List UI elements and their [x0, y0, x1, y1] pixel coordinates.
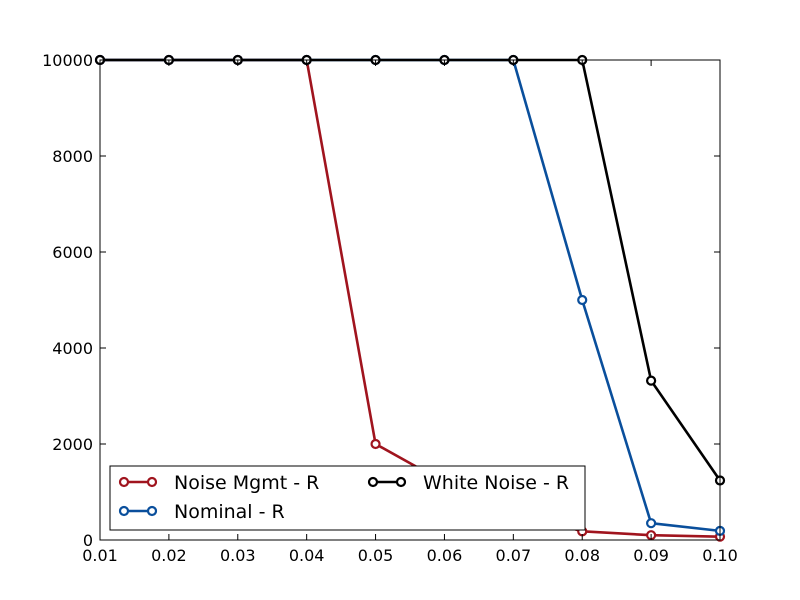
y-tick-label: 10000: [42, 51, 93, 70]
data-point: [370, 438, 381, 450]
data-point: [646, 375, 657, 386]
legend-entry: White Noise - R: [367, 472, 569, 494]
series-line: [100, 58, 721, 538]
legend-label: White Noise - R: [423, 472, 569, 494]
legend-marker: [395, 476, 407, 488]
legend: Noise Mgmt - R Nominal - R White Noise - R: [109, 465, 586, 531]
data-point: [577, 294, 588, 306]
legend-marker: [118, 476, 130, 488]
series-line: [100, 58, 721, 533]
legend-label: Noise Mgmt - R: [174, 472, 319, 494]
legend-marker: [146, 476, 158, 488]
series-2: [94, 54, 726, 486]
legend-entry: Nominal - R: [118, 501, 285, 523]
y-tick-label: 4000: [52, 339, 93, 358]
x-tick-label: 0.10: [702, 546, 738, 565]
x-tick-label: 0.09: [633, 546, 669, 565]
x-tick-label: 0.02: [151, 546, 187, 565]
x-tick-label: 0.08: [564, 546, 600, 565]
axis-ticks: 0.01 0.02 0.03 0.04 0.05 0.06 0.07 0.08 0.09 0.10…: [42, 51, 738, 565]
x-tick-label: 0.03: [220, 546, 256, 565]
legend-marker: [118, 505, 130, 517]
plot-frame: [99, 59, 721, 541]
legend-marker: [367, 476, 379, 488]
y-tick-label: 2000: [52, 435, 93, 454]
x-tick-label: 0.05: [358, 546, 394, 565]
series-line: [100, 58, 722, 482]
legend-box: [109, 465, 586, 531]
x-tick-label: 0.01: [82, 546, 118, 565]
y-tick-label: 6000: [52, 243, 93, 262]
x-tick-label: 0.07: [496, 546, 532, 565]
x-tick-label: 0.04: [289, 546, 325, 565]
legend-marker: [146, 505, 158, 517]
y-tick-label: 0: [83, 531, 93, 550]
y-tick-label: 8000: [52, 147, 93, 166]
data-point: [646, 518, 657, 529]
legend-label: Nominal - R: [174, 501, 285, 523]
x-tick-label: 0.06: [427, 546, 463, 565]
legend-entry: Noise Mgmt - R: [118, 472, 319, 494]
